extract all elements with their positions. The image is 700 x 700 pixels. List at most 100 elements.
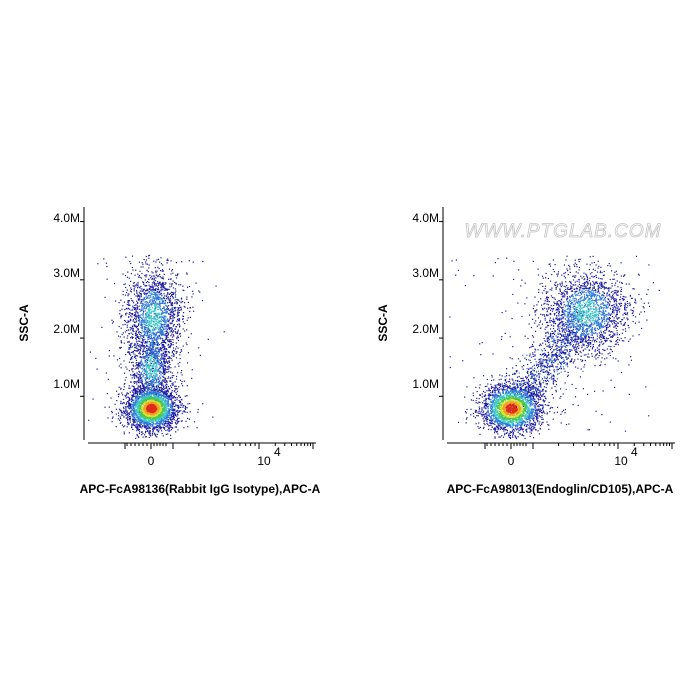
scatter-point-left [134,315,136,317]
scatter-point-left [183,289,185,292]
scatter-point-left [148,255,150,257]
scatter-point-left [144,360,146,362]
scatter-point-left [132,415,134,417]
scatter-point-left [144,416,146,418]
scatter-point-left [170,344,173,346]
scatter-point-left [151,354,153,356]
scatter-point-left [129,352,131,354]
scatter-point-left [142,345,144,347]
scatter-point-left [139,349,141,351]
scatter-point-left [170,294,172,296]
scatter-point-left [148,379,150,381]
scatter-point-left [164,403,166,405]
scatter-point-left [147,315,149,317]
scatter-point-left [160,407,162,409]
scatter-point-left [179,325,181,327]
scatter-point-left [151,310,153,312]
scatter-point-left [142,400,144,402]
scatter-point-left [153,419,155,421]
scatter-point-left [136,427,138,429]
scatter-point-left [141,393,143,395]
scatter-point-left [146,363,148,365]
scatter-point-left [152,383,155,385]
scatter-point-left [139,411,141,413]
scatter-point-left [136,403,138,405]
scatter-point-left [145,403,147,405]
scatter-point-left [156,388,158,390]
scatter-point-left [152,428,154,430]
scatter-point-left [159,347,161,349]
scatter-point-left [150,374,152,377]
scatter-point-left [111,410,113,412]
scatter-point-left [127,422,129,424]
scatter-point-left [153,388,155,390]
scatter-point-left [133,324,135,326]
scatter-point-left [124,411,126,413]
scatter-point-left [135,313,137,315]
scatter-point-left [152,341,154,343]
scatter-point-left [173,419,175,421]
scatter-point-left [141,329,143,331]
scatter-point-left [168,423,170,425]
scatter-point-left [121,308,123,310]
scatter-point-left [150,362,153,364]
scatter-point-left [159,299,161,301]
scatter-point-left [168,388,170,390]
scatter-point-left [156,433,158,435]
scatter-point-left [192,306,194,308]
scatter-point-left [152,351,154,353]
scatter-point-left [134,421,136,423]
scatter-point-left [158,412,160,414]
scatter-point-left [145,415,148,417]
scatter-point-left [136,399,138,401]
scatter-point-left [158,275,160,277]
scatter-point-left [139,350,142,352]
scatter-point-left [131,413,133,415]
scatter-point-left [141,413,143,415]
scatter-point-left [165,404,167,406]
scatter-point-left [140,324,142,326]
scatter-point-left [143,395,146,397]
scatter-point-left [178,308,180,310]
scatter-point-left [139,338,141,340]
scatter-point-left [118,325,120,328]
scatter-point-left [173,410,175,412]
scatter-point-left [153,379,155,381]
scatter-point-left [167,320,169,322]
scatter-point-left [158,389,161,391]
scatter-point-left [146,301,148,303]
scatter-point-left [157,361,159,363]
scatter-point-left [147,388,149,390]
scatter-point-left [128,423,130,425]
scatter-point-left [166,312,168,314]
scatter-point-left [171,303,173,305]
scatter-point-left [124,275,127,277]
scatter-point-left [137,302,139,304]
scatter-point-left [148,360,150,362]
scatter-point-left [144,350,146,353]
scatter-point-left [164,419,167,421]
scatter-point-left [153,352,155,354]
scatter-point-left [164,396,166,398]
scatter-point-left [165,410,167,412]
scatter-point-left [151,432,154,435]
scatter-point-left [161,388,163,390]
scatter-point-left [157,413,159,415]
scatter-point-left [153,400,155,402]
scatter-point-left [171,352,173,354]
scatter-point-left [171,336,174,338]
scatter-point-left [142,309,144,311]
scatter-point-left [143,288,145,290]
scatter-point-left [163,315,165,317]
scatter-point-left [157,295,159,297]
scatter-point-left [153,396,155,398]
scatter-point-left [149,337,151,339]
scatter-point-left [155,395,157,397]
scatter-point-left [137,316,139,318]
scatter-point-left [157,266,159,268]
scatter-point-left [171,320,173,322]
scatter-point-left [140,299,142,301]
scatter-point-left [147,386,149,388]
scatter-point-left [138,363,140,365]
scatter-point-left [130,408,132,410]
